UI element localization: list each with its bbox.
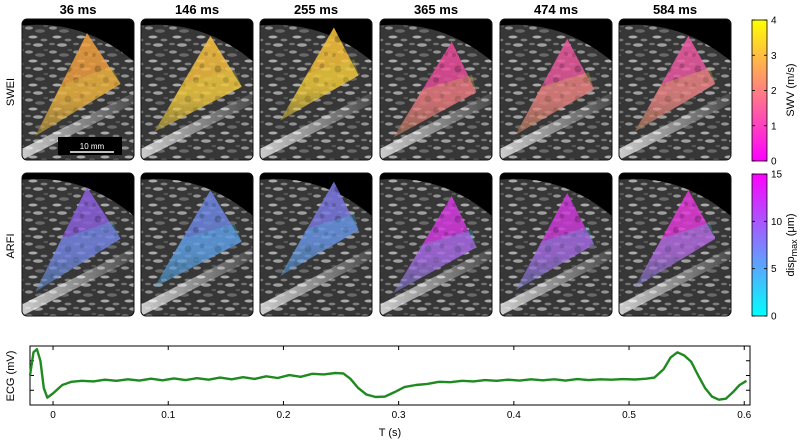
row-label-swei: SWEI — [5, 78, 17, 106]
frame-time-title: 365 ms — [414, 2, 458, 17]
ultrasound-panel-swei — [379, 18, 493, 161]
ecg-tick-label: 0.5 — [622, 410, 636, 421]
ultrasound-panel-arfi — [21, 172, 135, 317]
ultrasound-panel-swei — [259, 18, 373, 161]
colorbar-swv-label: SWV (m/s) — [785, 63, 797, 116]
frame-time-title: 255 ms — [294, 2, 338, 17]
ecg-xlabel: T (s) — [379, 427, 401, 439]
ultrasound-panel-arfi — [499, 172, 613, 317]
colorbar-tick-label: 2 — [771, 86, 777, 97]
ecg-x-ticks: 0 0.1 0.2 0.3 0.4 0.5 0.6 — [30, 346, 752, 421]
frame-time-title: 584 ms — [653, 2, 697, 17]
ecg-ylabel: ECG (mV) — [5, 351, 17, 402]
ultrasound-panel-swei — [140, 18, 254, 161]
ecg-tick-label: 0.4 — [507, 410, 521, 421]
ultrasound-panel-swei — [618, 18, 732, 161]
ultrasound-panel-swei — [21, 18, 135, 161]
colorbar-tick-label: 0 — [771, 157, 777, 168]
colorbar-disp: dispmax (μm) 0 5 10 15 — [751, 170, 799, 323]
ecg-trace — [28, 348, 748, 401]
ultrasound-panel-arfi — [259, 172, 373, 317]
frame-time-title: 146 ms — [175, 2, 219, 17]
ecg-tick-label: 0.3 — [392, 410, 406, 421]
image-panel-grid — [21, 18, 732, 317]
ecg-tick-label: 0.2 — [276, 410, 290, 421]
ultrasound-panel-arfi — [618, 172, 732, 317]
colorbar-tick-label: 15 — [771, 170, 783, 181]
colorbar-tick-label: 3 — [771, 51, 777, 62]
ecg-tick-label: 0.6 — [737, 410, 751, 421]
ultrasound-panel-swei — [499, 18, 613, 161]
scale-bar-label: 10 mm — [80, 142, 105, 151]
colorbar-tick-label: 1 — [771, 121, 777, 132]
frame-time-titles: 36 ms 146 ms 255 ms 365 ms 474 ms 584 ms — [60, 2, 697, 17]
colorbar-disp-label-main: disp — [785, 256, 797, 276]
ecg-tick-label: 0.1 — [161, 410, 175, 421]
ultrasound-panel-arfi — [140, 172, 254, 317]
colorbar-disp-label-sub: max — [789, 239, 799, 257]
colorbar-swv: SWV (m/s) 0 1 2 3 4 — [751, 16, 797, 168]
colorbar-disp-gradient — [751, 173, 768, 317]
ecg-axes-box — [29, 345, 751, 406]
colorbar-disp-label-unit: (μm) — [785, 213, 797, 239]
colorbar-disp-label: dispmax (μm) — [785, 213, 799, 276]
colorbar-tick-label: 0 — [771, 312, 777, 323]
ecg-tick-label: 0 — [50, 410, 56, 421]
colorbar-tick-label: 5 — [771, 264, 777, 275]
frame-time-title: 36 ms — [60, 2, 97, 17]
colorbar-tick-label: 4 — [771, 16, 777, 27]
colorbar-tick-label: 10 — [771, 217, 783, 228]
ultrasound-panel-arfi — [379, 172, 493, 317]
ecg-plot: 0 0.1 0.2 0.3 0.4 0.5 0.6 ECG (mV) T (s) — [5, 345, 752, 439]
frame-time-title: 474 ms — [534, 2, 578, 17]
row-label-arfi: ARFI — [5, 233, 17, 258]
scale-bar: 10 mm — [58, 137, 122, 155]
